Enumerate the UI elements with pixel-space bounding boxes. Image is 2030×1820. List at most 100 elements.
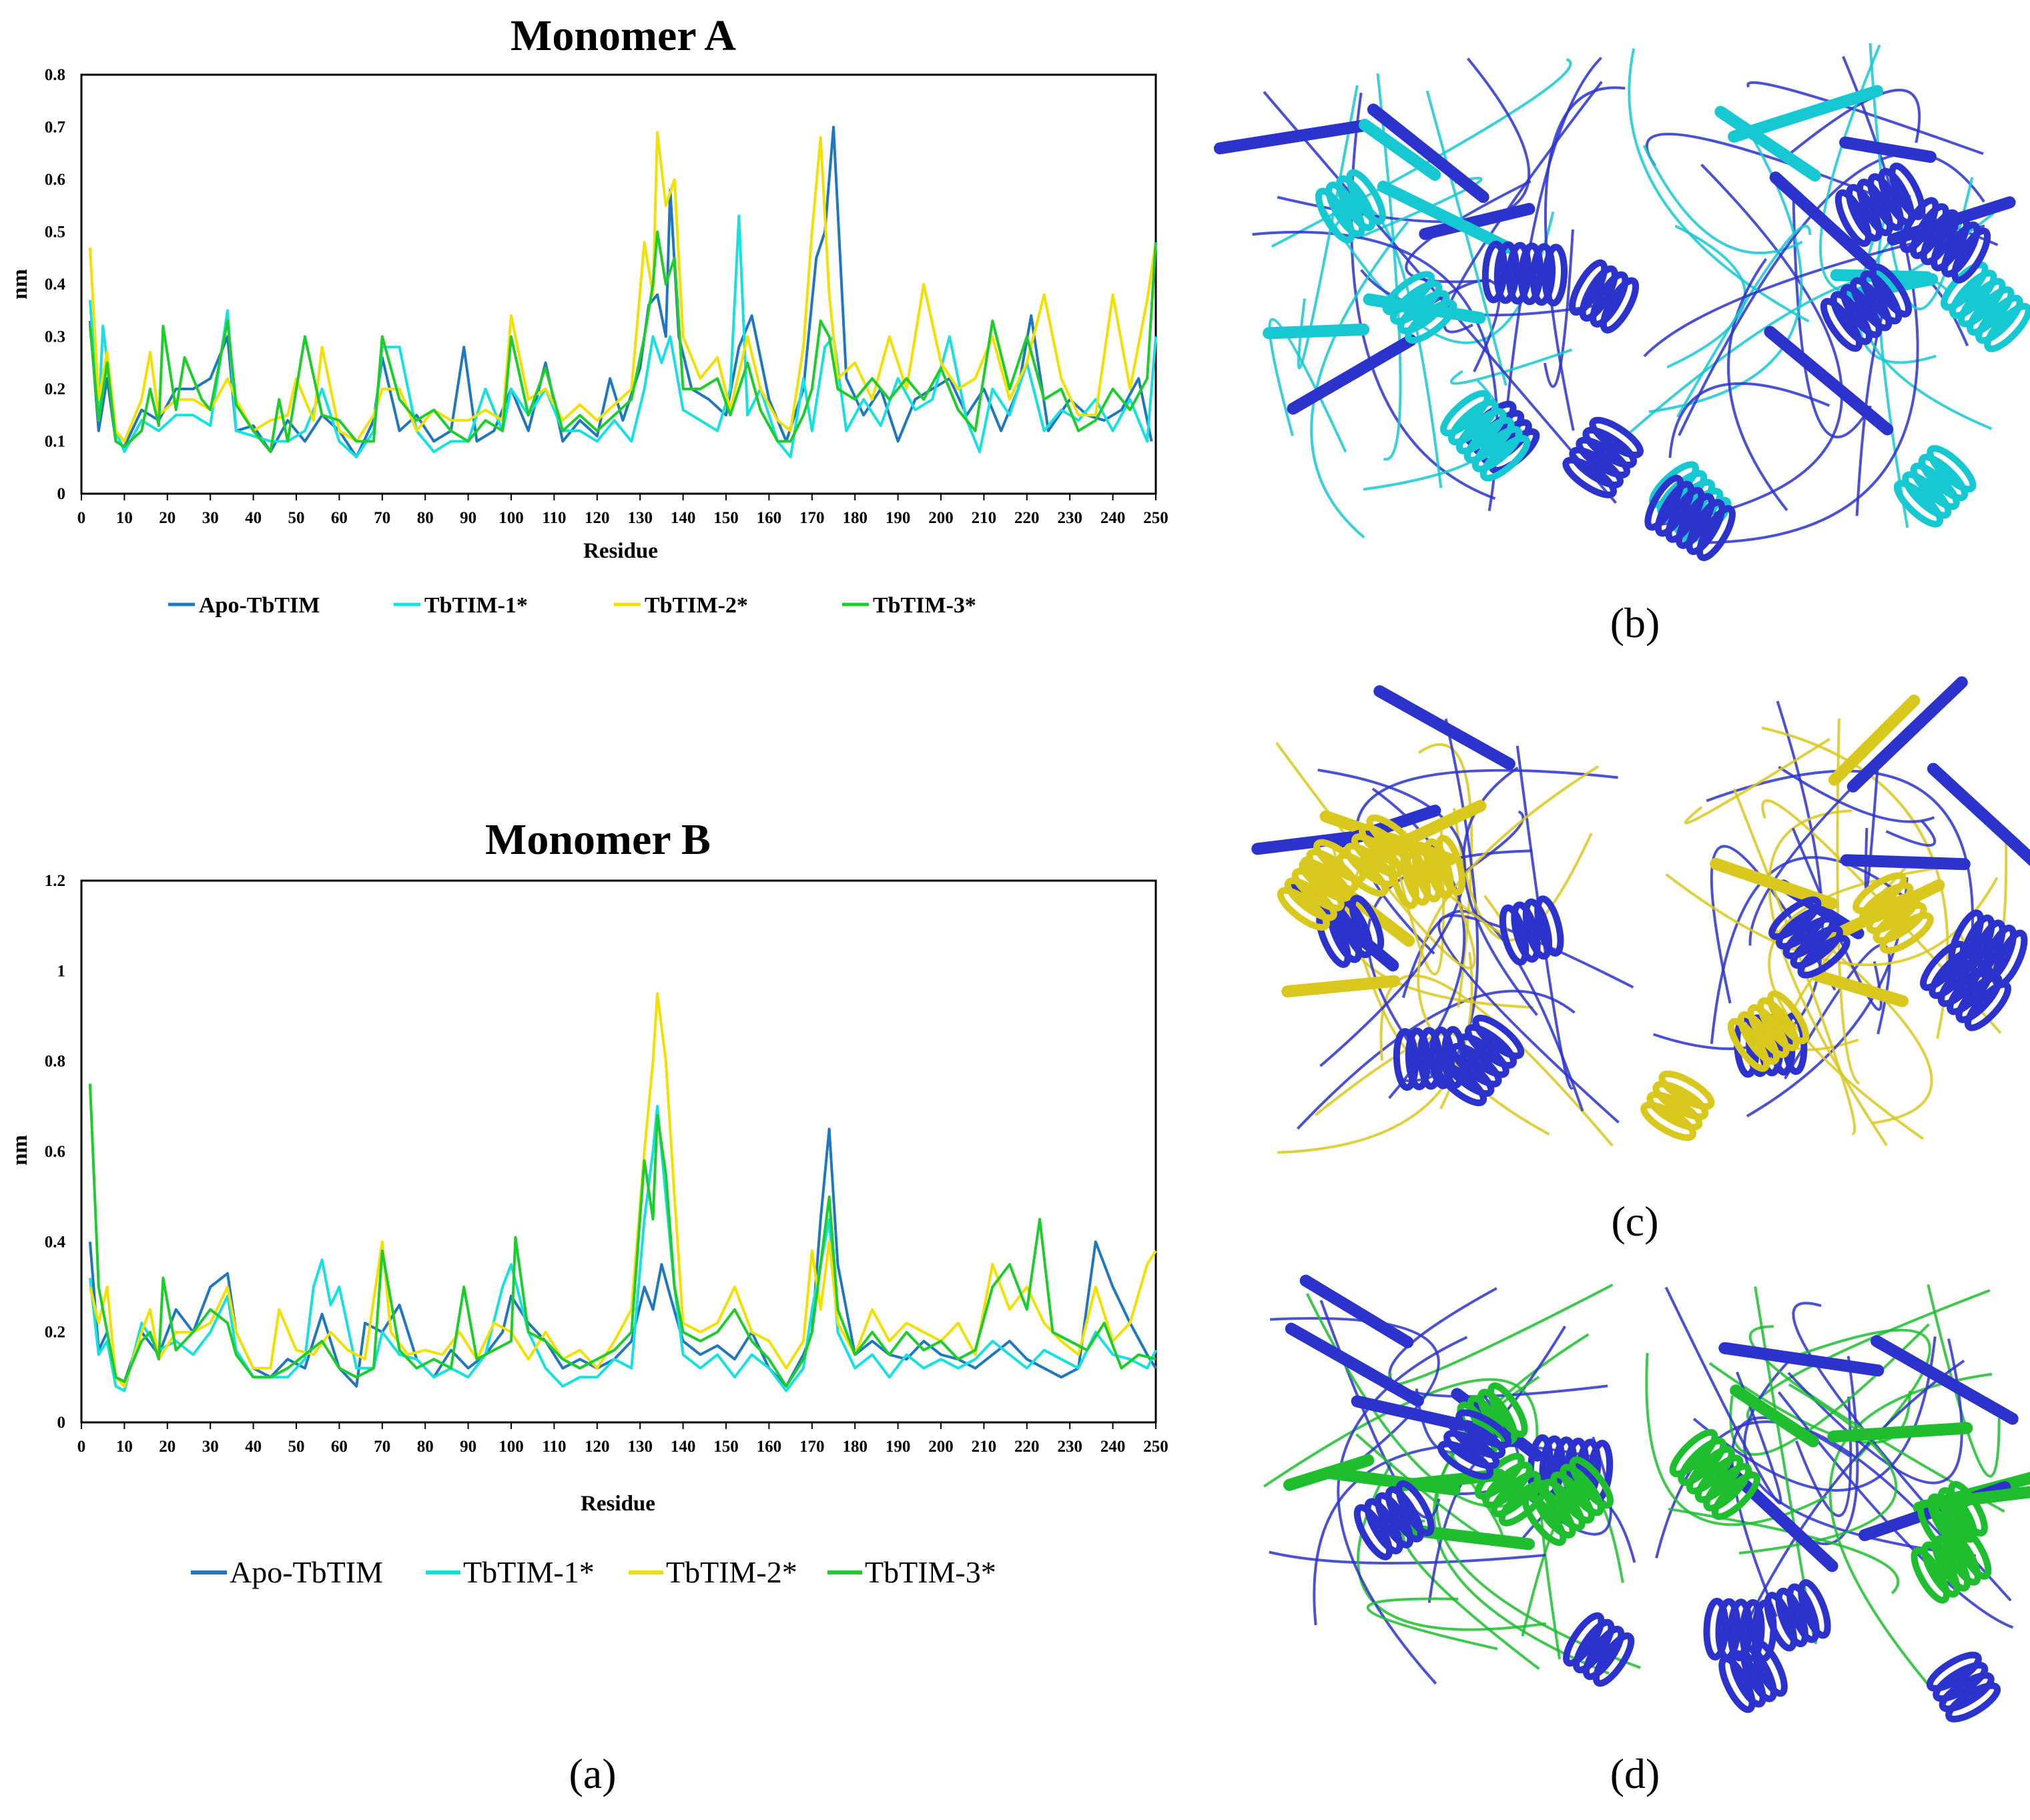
x-tick-label: 90 xyxy=(460,1438,476,1456)
y-tick-label: 0 xyxy=(57,485,66,503)
protein-helix-turn xyxy=(1393,1028,1419,1091)
x-tick-label: 90 xyxy=(460,509,476,527)
legend-label-tbtim-2: TbTIM-2* xyxy=(666,1555,797,1589)
protein-structure-overlay-c xyxy=(1251,676,2030,1154)
chart-monomer-a: Monomer A 0 0.1 0.2 0.3 0.4 0.5 0.6 0.7 0.8 0 10 2… xyxy=(8,11,1168,618)
series-line-tbtim-2 xyxy=(88,131,1157,443)
protein-loop xyxy=(1754,1286,1817,1645)
protein-loop xyxy=(1263,1378,1539,1488)
protein-strand xyxy=(1367,103,1489,203)
protein-helix xyxy=(1474,1452,1549,1526)
protein-helix-turn xyxy=(1449,1043,1502,1087)
x-tick-label: 170 xyxy=(799,509,825,527)
protein-loop xyxy=(1297,85,1359,370)
y-tick-label: 0.6 xyxy=(45,171,65,189)
legend-item-tbtim-1: TbTIM-1* xyxy=(394,593,528,618)
protein-loop xyxy=(1269,1550,1546,1564)
protein-loop xyxy=(1710,856,1909,1044)
protein-helix-turn xyxy=(1646,1091,1703,1131)
protein-helix-turn xyxy=(1727,1599,1753,1662)
x-tick-label: 110 xyxy=(542,1438,566,1456)
x-tick-label: 0 xyxy=(77,509,86,527)
protein-helix xyxy=(1437,1409,1512,1480)
protein-helix-turn xyxy=(1931,215,1971,272)
protein-helix-turn xyxy=(1640,1101,1697,1142)
protein-loop xyxy=(1443,81,1603,334)
protein-strand xyxy=(1377,180,1514,254)
protein-helix-turn xyxy=(1939,1672,1995,1713)
chart-b-title: Monomer B xyxy=(485,815,711,864)
protein-helix-turn xyxy=(1465,1024,1517,1069)
protein-helix-turn xyxy=(1449,1420,1506,1459)
protein-helix-turn xyxy=(1315,187,1355,244)
protein-strand xyxy=(1830,269,1933,284)
protein-helix-turn xyxy=(1582,1625,1625,1681)
protein-strand xyxy=(1840,854,1971,871)
protein-helix xyxy=(1768,896,1850,979)
protein-helix-turn xyxy=(1499,904,1530,966)
protein-helix-turn xyxy=(1284,877,1337,921)
protein-helix-turn xyxy=(1474,1452,1525,1500)
protein-strand xyxy=(1263,323,1370,340)
x-tick-label: 80 xyxy=(417,509,434,527)
protein-helix-turn xyxy=(1472,1014,1525,1059)
protein-helix-turn xyxy=(1694,1454,1744,1503)
protein-helix-turn xyxy=(1658,1070,1715,1110)
protein-helix xyxy=(1948,909,2028,988)
protein-helix-turn xyxy=(1764,1592,1798,1652)
protein-helix-turn xyxy=(1600,277,1640,334)
protein-structure-overlay-b xyxy=(1213,43,2030,561)
protein-strand xyxy=(1299,1274,1414,1348)
y-tick-label: 0.8 xyxy=(45,1053,65,1071)
protein-helix-turn xyxy=(1869,264,1912,318)
protein-helix-turn xyxy=(1859,882,1914,924)
protein-helix-turn xyxy=(1696,505,1736,561)
protein-helix xyxy=(1718,1639,1788,1713)
protein-helix-turn xyxy=(1405,299,1457,344)
protein-strand xyxy=(1359,119,1441,181)
protein-strand xyxy=(1839,136,1937,163)
protein-helix xyxy=(1820,264,1912,352)
protein-helix xyxy=(1563,1612,1635,1687)
protein-loop xyxy=(1792,191,1873,438)
protein-loop xyxy=(1729,1323,1930,1456)
protein-helix-turn xyxy=(1834,189,1872,248)
protein-helix-turn xyxy=(1592,1632,1635,1687)
protein-strand xyxy=(1730,1384,1820,1448)
legend-item-apo-tbtim: Apo-TbTIM xyxy=(191,1555,383,1589)
protein-helix-turn xyxy=(1941,221,1981,278)
y-tick-label: 0.1 xyxy=(45,433,65,451)
chart-b-y-axis-label: nm xyxy=(8,1135,32,1166)
x-tick-label: 70 xyxy=(374,1438,390,1456)
x-tick-label: 110 xyxy=(542,509,566,527)
protein-loop xyxy=(1543,229,1574,388)
x-tick-label: 100 xyxy=(498,509,524,527)
protein-helix xyxy=(1941,261,2030,352)
protein-strand xyxy=(1764,326,1894,436)
protein-helix-turn xyxy=(1866,892,1921,934)
protein-helix-turn xyxy=(1879,912,1934,954)
protein-helix-turn xyxy=(1678,1437,1727,1486)
protein-helix xyxy=(1277,839,1367,931)
y-tick-label: 0.2 xyxy=(45,1324,65,1342)
protein-loop xyxy=(1432,1333,1610,1675)
protein-helix-turn xyxy=(1542,244,1568,307)
protein-loop xyxy=(1668,1507,1900,1595)
x-tick-label: 120 xyxy=(585,1438,610,1456)
x-tick-label: 150 xyxy=(713,509,739,527)
protein-helix-turn xyxy=(1487,1382,1528,1438)
chart-b-legend: Apo-TbTIM TbTIM-1* TbTIM-2* TbTIM-3* xyxy=(191,1555,996,1589)
protein-helix-turn xyxy=(1382,271,1435,316)
x-tick-label: 30 xyxy=(202,1438,219,1456)
x-tick-label: 40 xyxy=(245,1438,262,1456)
y-tick-label: 0 xyxy=(57,1414,66,1432)
protein-loop xyxy=(1270,1317,1440,1460)
chart-b-x-axis-label: Residue xyxy=(581,1492,655,1516)
x-tick-label: 240 xyxy=(1100,1438,1126,1456)
chart-b-x-ticks: 0 10 20 30 40 50 60 70 80 90 100 110 120 130 140 150 160… xyxy=(77,1422,1168,1456)
protein-helix-turn xyxy=(1727,1017,1770,1072)
protein-helix-turn xyxy=(1397,290,1450,334)
y-tick-label: 1.2 xyxy=(45,872,65,890)
x-tick-label: 180 xyxy=(842,1438,868,1456)
